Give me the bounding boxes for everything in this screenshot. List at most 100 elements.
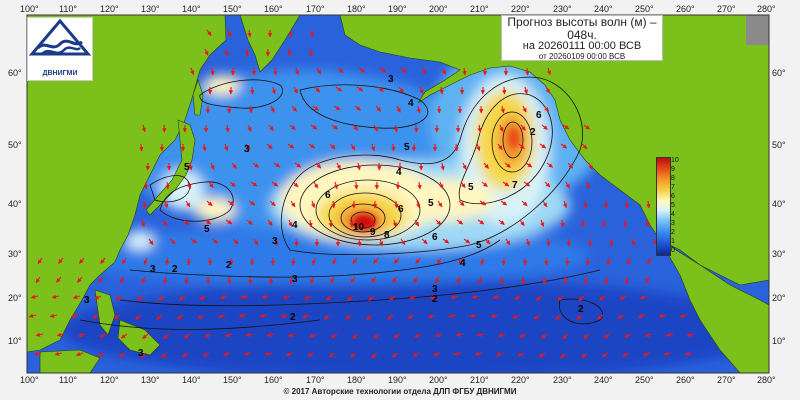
wave-direction-arrow: [142, 200, 147, 209]
wave-direction-arrow: [442, 67, 447, 76]
forecast-title: Прогноз высоты волн (м) –: [507, 15, 657, 29]
wave-direction-arrow: [287, 332, 296, 338]
lon-tick: 230°: [553, 375, 572, 385]
wave-direction-arrow: [409, 295, 417, 300]
wave-direction-arrow: [502, 181, 510, 187]
contour-label: 3: [272, 236, 278, 247]
wave-direction-arrow: [562, 124, 570, 130]
wave-direction-arrow: [294, 162, 302, 168]
lon-tick: 170°: [306, 4, 325, 14]
wave-direction-arrow: [499, 124, 504, 132]
wave-direction-arrow: [211, 238, 219, 244]
wave-direction-arrow: [538, 352, 546, 358]
wave-direction-arrow: [456, 276, 461, 284]
wave-direction-arrow: [645, 276, 650, 284]
wave-direction-arrow: [310, 124, 318, 130]
wave-direction-arrow: [647, 257, 652, 265]
wave-direction-arrow: [139, 143, 144, 152]
wave-direction-arrow: [273, 67, 278, 76]
wave-direction-arrow: [421, 67, 427, 75]
wave-direction-arrow: [310, 29, 315, 38]
contour-label: 2: [578, 304, 584, 315]
wave-direction-arrow: [30, 294, 39, 299]
wave-direction-arrow: [229, 257, 234, 266]
wave-direction-arrow: [543, 105, 550, 112]
wave-direction-arrow: [684, 351, 693, 356]
wave-direction-arrow: [366, 314, 373, 321]
wave-direction-arrow: [250, 257, 255, 266]
lon-tick: 100°: [20, 4, 39, 14]
wave-direction-arrow: [163, 333, 170, 339]
wave-direction-arrow: [269, 200, 276, 207]
wave-direction-arrow: [421, 238, 428, 245]
wave-direction-arrow: [178, 295, 186, 301]
wave-direction-arrow: [210, 162, 215, 170]
wave-direction-arrow: [544, 257, 549, 266]
wave-direction-arrow: [273, 162, 281, 168]
wave-direction-arrow: [462, 67, 467, 76]
wave-direction-arrow: [535, 295, 543, 301]
wave-direction-arrow: [352, 257, 358, 265]
wave-direction-arrow: [663, 351, 672, 356]
contour-label: 3: [150, 264, 156, 275]
lon-tick: 230°: [553, 4, 572, 14]
wave-direction-arrow: [245, 332, 254, 337]
wave-direction-arrow: [394, 200, 399, 209]
wave-direction-arrow: [282, 294, 291, 300]
wave-direction-arrow: [499, 276, 504, 285]
contour-label: 6: [432, 232, 438, 243]
wave-direction-arrow: [545, 86, 550, 94]
contour-label: 6: [398, 204, 404, 215]
wave-direction-arrow: [287, 143, 295, 149]
wave-direction-arrow: [185, 200, 191, 208]
lon-tick: 160°: [264, 375, 283, 385]
wave-direction-arrow: [142, 333, 149, 340]
dvnigmi-logo: ДВНИГМИ: [27, 17, 93, 81]
wave-direction-arrow: [307, 352, 315, 357]
contour-label: 5: [428, 198, 434, 209]
colorbar-label: 1: [671, 238, 675, 245]
wave-direction-arrow: [161, 352, 168, 359]
wave-direction-arrow: [522, 105, 527, 113]
wave-direction-arrow: [190, 67, 195, 76]
lon-tick: 110°: [59, 4, 77, 14]
colorbar-label: 3: [671, 220, 675, 227]
lat-tick: 60°: [772, 68, 786, 78]
wave-direction-arrow: [333, 105, 341, 111]
wave-direction-arrow: [373, 124, 378, 132]
wave-direction-arrow: [391, 276, 398, 283]
wave-direction-arrow: [454, 143, 459, 152]
wave-direction-arrow: [248, 105, 253, 114]
wave-direction-arrow: [328, 352, 336, 358]
wave-direction-arrow: [176, 314, 184, 320]
wave-direction-arrow: [330, 276, 335, 284]
wave-direction-arrow: [637, 314, 646, 319]
lon-tick: 180°: [347, 4, 366, 14]
wave-direction-arrow: [309, 276, 315, 285]
lon-tick: 210°: [470, 4, 489, 14]
wave-direction-arrow: [304, 295, 312, 300]
wave-direction-arrow: [497, 332, 506, 338]
wave-direction-arrow: [581, 352, 588, 359]
wave-direction-arrow: [72, 294, 81, 300]
wave-direction-arrow: [504, 162, 511, 168]
wave-direction-arrow: [219, 295, 228, 300]
wave-direction-arrow: [505, 238, 511, 246]
wave-direction-arrow: [500, 105, 505, 114]
copyright-text: © 2017 Авторские технологии отдела ДЛП Ф…: [283, 387, 517, 396]
wave-direction-arrow: [247, 29, 252, 38]
wave-direction-arrow: [437, 200, 443, 208]
wave-direction-arrow: [121, 257, 127, 265]
wave-direction-arrow: [623, 219, 628, 228]
wave-direction-arrow: [357, 238, 362, 247]
wave-direction-arrow: [562, 200, 568, 209]
lon-tick: 120°: [100, 375, 119, 385]
wave-direction-arrow: [140, 352, 147, 358]
lat-tick: 60°: [8, 68, 22, 78]
wave-direction-arrow: [292, 181, 299, 188]
wave-direction-arrow: [555, 314, 562, 320]
wave-direction-arrow: [261, 294, 270, 299]
wave-direction-arrow: [227, 29, 232, 38]
wave-direction-arrow: [271, 181, 279, 187]
